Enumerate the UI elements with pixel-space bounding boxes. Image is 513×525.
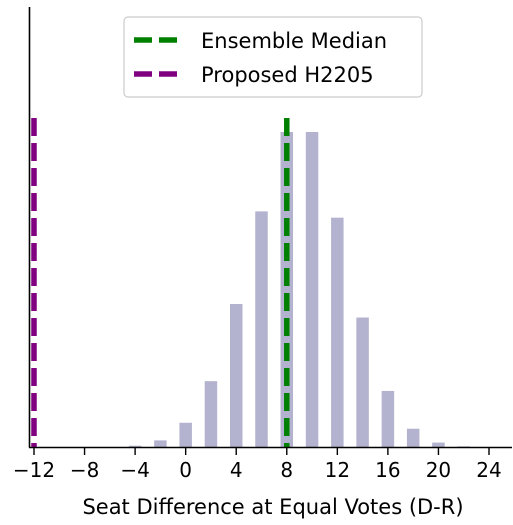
histogram-bar — [229, 303, 243, 447]
histogram-bar — [280, 132, 294, 447]
legend-label-proposed-h2205: Proposed H2205 — [201, 63, 374, 87]
histogram-bar — [128, 445, 142, 447]
x-ticks-layer: −12 −8 −4 0 4 8 12 16 20 24 — [13, 448, 502, 482]
legend-label-ensemble-median: Ensemble Median — [201, 29, 387, 53]
legend: Ensemble Median Proposed H2205 — [123, 16, 423, 98]
x-axis-title: Seat Difference at Equal Votes (D-R) — [82, 495, 463, 519]
x-tick-label: 20 — [426, 458, 451, 482]
x-tick-label: 16 — [375, 458, 400, 482]
x-tick-label: −12 — [13, 458, 55, 482]
histogram-bar — [154, 440, 167, 447]
histogram-bar — [356, 317, 369, 447]
x-tick-label: −8 — [70, 458, 99, 482]
legend-frame — [123, 16, 423, 98]
histogram-bar — [457, 446, 470, 447]
x-tick-label: 4 — [230, 458, 243, 482]
bars-layer — [128, 132, 470, 447]
x-tick-label: 24 — [476, 458, 501, 482]
x-tick-label: −4 — [120, 458, 149, 482]
histogram-bar — [255, 211, 268, 447]
histogram-bar — [381, 390, 395, 447]
x-tick-label: 0 — [179, 458, 192, 482]
histogram-bar — [204, 381, 218, 447]
x-tick-label: 8 — [280, 458, 293, 482]
x-tick-label: 12 — [325, 458, 350, 482]
histogram-bar — [179, 422, 192, 447]
histogram-bar — [331, 217, 344, 447]
histogram-bar — [305, 132, 319, 447]
axes-layer — [28, 7, 512, 449]
histogram-bar — [406, 428, 420, 447]
histogram-bar — [432, 442, 445, 447]
reference-lines-layer — [31, 118, 290, 447]
